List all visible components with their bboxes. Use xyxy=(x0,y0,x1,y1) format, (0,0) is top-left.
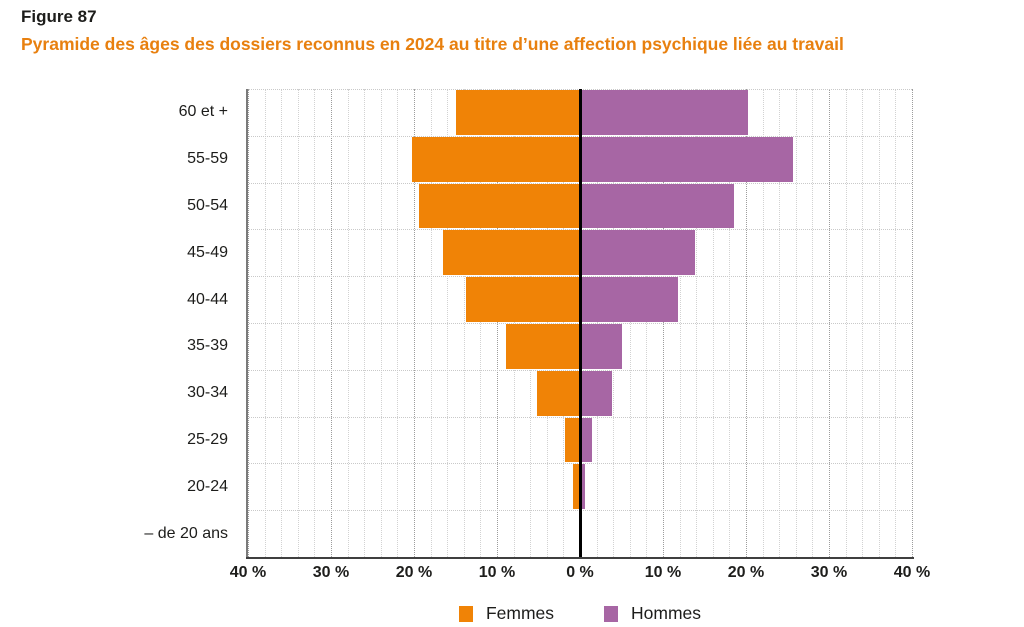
x-tick-label: 20 % xyxy=(395,564,433,581)
x-tick-label: 40 % xyxy=(893,564,931,581)
hommes-bar-40-44 xyxy=(580,277,678,322)
x-axis-line xyxy=(246,557,914,559)
y-tick-label: 45-49 xyxy=(187,243,228,261)
femmes-bar-20-24 xyxy=(572,464,580,510)
y-tick-label: 60 et + xyxy=(178,103,228,121)
femmes-bar-25-29 xyxy=(565,417,580,463)
y-tick-label: – de 20 ans xyxy=(144,524,228,542)
hommes-bar-35-39 xyxy=(580,324,623,369)
femmes-bar-30-34 xyxy=(536,370,580,416)
y-axis-line xyxy=(246,89,248,557)
hommes-bar-25-29 xyxy=(580,417,593,463)
figure-number: Figure 87 xyxy=(21,7,97,26)
legend-label-femmes: Femmes xyxy=(485,603,555,623)
x-tick-label: 10 % xyxy=(478,564,516,581)
y-tick-label: 55-59 xyxy=(187,150,228,168)
femmes-bar-40-44 xyxy=(466,277,580,322)
y-tick-label: 40-44 xyxy=(187,290,228,308)
hommes-swatch-icon xyxy=(604,605,619,622)
y-tick-label: 25-29 xyxy=(187,431,228,448)
femmes-bar-55-59 xyxy=(412,136,580,182)
x-tick-label: 30 % xyxy=(312,564,350,581)
legend-label-hommes: Hommes xyxy=(631,603,702,623)
y-tick-label: 20-24 xyxy=(187,477,228,495)
hommes-bar-30-34 xyxy=(580,370,612,416)
figure-title: Pyramide des âges des dossiers reconnus … xyxy=(21,34,844,54)
y-tick-label: 35-39 xyxy=(187,337,228,355)
femmes-swatch-icon xyxy=(458,605,473,622)
chart-legend: Femmes Hommes xyxy=(248,603,912,624)
femmes-bar-35-39 xyxy=(506,324,580,369)
x-tick-label: 40 % xyxy=(229,564,267,581)
hommes-bar-60et+ xyxy=(580,90,748,135)
hommes-bar-50-54 xyxy=(580,183,734,229)
y-tick-label: 30-34 xyxy=(187,384,228,402)
hommes-bar-20-24 xyxy=(580,464,585,510)
femmes-bar-45-49 xyxy=(443,230,580,276)
major-gridline xyxy=(912,89,913,557)
x-tick-label: 30 % xyxy=(810,564,848,581)
y-tick-label: 50-54 xyxy=(187,197,228,214)
legend-entry-hommes: Hommes xyxy=(604,603,701,624)
zero-axis-line xyxy=(578,89,582,557)
x-tick-label: 10 % xyxy=(644,564,682,581)
x-tick-label: 0 % xyxy=(566,564,594,581)
hommes-bar-55-59 xyxy=(580,136,794,182)
hommes-bar-45-49 xyxy=(580,230,696,276)
femmes-bar-50-54 xyxy=(418,183,580,229)
x-tick-label: 20 % xyxy=(727,564,765,581)
legend-entry-femmes: Femmes xyxy=(458,603,555,624)
femmes-bar-60et+ xyxy=(456,90,580,135)
